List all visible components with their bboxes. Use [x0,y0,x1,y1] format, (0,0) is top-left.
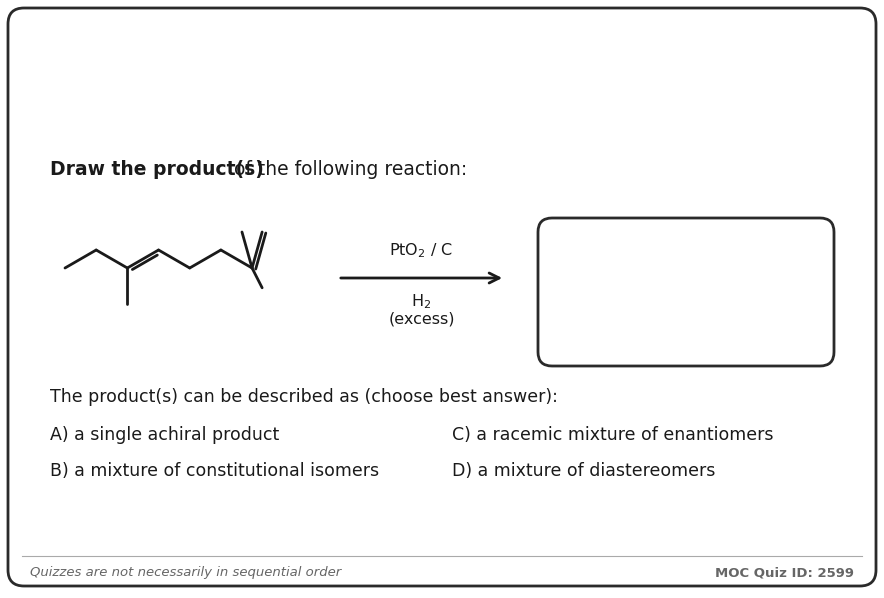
Text: C) a racemic mixture of enantiomers: C) a racemic mixture of enantiomers [452,426,774,444]
Text: MOC Quiz ID: 2599: MOC Quiz ID: 2599 [715,566,854,579]
Text: of the following reaction:: of the following reaction: [228,160,468,179]
Text: B) a mixture of constitutional isomers: B) a mixture of constitutional isomers [50,462,379,480]
Text: A) a single achiral product: A) a single achiral product [50,426,279,444]
FancyBboxPatch shape [8,8,876,586]
Text: (excess): (excess) [388,312,454,327]
Text: D) a mixture of diastereomers: D) a mixture of diastereomers [452,462,715,480]
Text: Draw the product(s): Draw the product(s) [50,160,264,179]
Text: PtO$_2$ / C: PtO$_2$ / C [390,242,453,260]
Text: The product(s) can be described as (choose best answer):: The product(s) can be described as (choo… [50,388,558,406]
Text: Quizzes are not necessarily in sequential order: Quizzes are not necessarily in sequentia… [30,566,341,579]
FancyBboxPatch shape [538,218,834,366]
Text: H$_2$: H$_2$ [411,292,431,311]
